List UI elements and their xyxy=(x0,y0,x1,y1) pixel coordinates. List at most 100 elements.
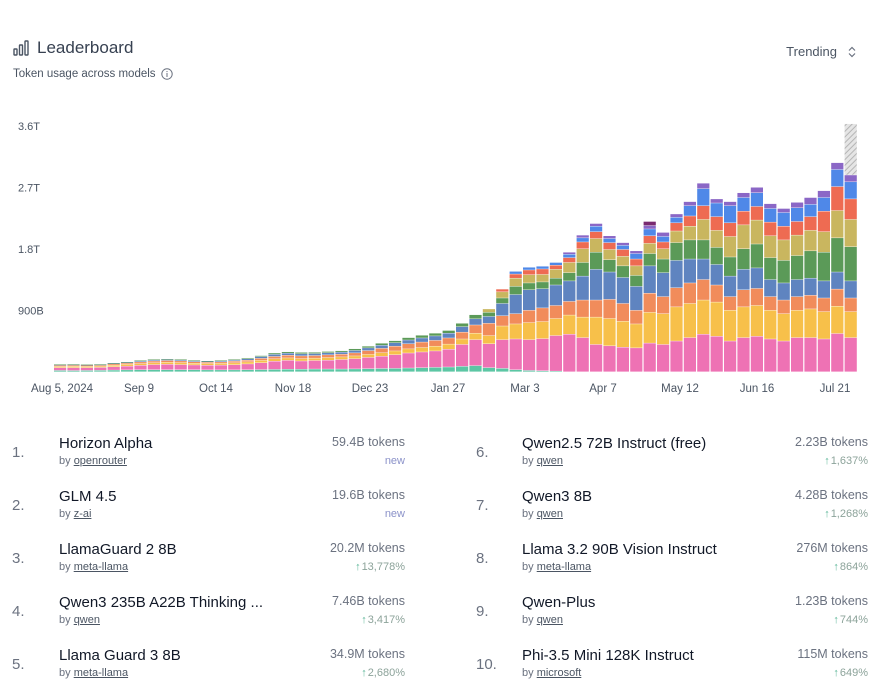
week-bar[interactable] xyxy=(308,352,321,372)
leaderboard-row[interactable]: 5. Llama Guard 3 8B by meta-llama 34.9M tok… xyxy=(0,640,420,693)
week-bar[interactable] xyxy=(549,262,562,372)
model-name-link[interactable]: Llama Guard 3 8B xyxy=(59,647,181,664)
author-link[interactable]: microsoft xyxy=(536,667,582,679)
week-bar[interactable] xyxy=(777,208,790,372)
week-bar[interactable] xyxy=(697,183,710,372)
week-bar[interactable] xyxy=(362,346,375,372)
week-bar[interactable] xyxy=(214,360,227,372)
week-bar[interactable] xyxy=(724,201,737,372)
bar-segment xyxy=(308,369,321,372)
leaderboard-row[interactable]: 4. Qwen3 235B A22B Thinking ... by qwen 7.4… xyxy=(0,587,420,640)
leaderboard-row[interactable]: 6. Qwen2.5 72B Instruct (free) by qwen 2.23… xyxy=(460,428,883,481)
week-bar[interactable] xyxy=(429,333,442,372)
model-name-link[interactable]: GLM 4.5 xyxy=(59,488,117,505)
leaderboard-row[interactable]: 3. LlamaGuard 2 8B by meta-llama 20.2M toke… xyxy=(0,534,420,587)
arrow-up-icon: ↑ xyxy=(361,667,367,679)
week-bar[interactable] xyxy=(67,364,80,372)
week-bar[interactable] xyxy=(616,242,629,372)
model-name-link[interactable]: Qwen-Plus xyxy=(522,594,596,611)
week-bar[interactable] xyxy=(603,236,616,372)
author-link[interactable]: meta-llama xyxy=(73,667,129,679)
model-name-link[interactable]: LlamaGuard 2 8B xyxy=(59,541,177,558)
week-bar[interactable] xyxy=(764,203,777,372)
week-bar[interactable] xyxy=(456,323,469,372)
week-bar[interactable] xyxy=(107,363,120,372)
week-bar[interactable] xyxy=(241,357,254,372)
model-name-link[interactable]: Llama 3.2 90B Vision Instruct xyxy=(522,541,717,558)
week-bar[interactable] xyxy=(590,223,603,372)
model-name-link[interactable]: Qwen3 8B xyxy=(522,488,593,505)
week-bar[interactable] xyxy=(389,340,402,372)
leaderboard-row[interactable]: 10. Phi-3.5 Mini 128K Instruct by microsof… xyxy=(460,640,883,693)
week-bar[interactable] xyxy=(469,314,482,372)
model-name-link[interactable]: Qwen2.5 72B Instruct (free) xyxy=(522,435,707,452)
week-bar[interactable] xyxy=(670,214,683,372)
week-bar[interactable] xyxy=(322,351,335,372)
leaderboard-row[interactable]: 2. GLM 4.5 by z-ai 19.6B tokens new xyxy=(0,481,420,534)
week-bar[interactable] xyxy=(174,359,187,372)
info-icon[interactable] xyxy=(160,68,173,80)
author-link[interactable]: qwen xyxy=(536,614,563,626)
week-bar[interactable] xyxy=(348,348,361,372)
week-bar[interactable] xyxy=(844,123,857,372)
leaderboard-row[interactable]: 1. Horizon Alpha by openrouter 59.4B tokens… xyxy=(0,428,420,481)
week-bar[interactable] xyxy=(791,202,804,372)
author-link[interactable]: qwen xyxy=(73,614,100,626)
week-bar[interactable] xyxy=(121,362,134,372)
week-bar[interactable] xyxy=(147,359,160,372)
author-link[interactable]: z-ai xyxy=(73,508,92,520)
week-bar[interactable] xyxy=(134,360,147,372)
model-name-link[interactable]: Horizon Alpha xyxy=(59,435,153,452)
author-link[interactable]: qwen xyxy=(536,455,563,467)
week-bar[interactable] xyxy=(509,271,522,372)
week-bar[interactable] xyxy=(657,232,670,372)
author-link[interactable]: meta-llama xyxy=(536,561,592,573)
week-bar[interactable] xyxy=(415,335,428,372)
author-link[interactable]: openrouter xyxy=(73,455,127,467)
leaderboard-row[interactable]: 9. Qwen-Plus by qwen 1.23B tokens ↑744% xyxy=(460,587,883,640)
week-bar[interactable] xyxy=(683,201,696,372)
week-bar[interactable] xyxy=(710,199,723,372)
trending-dropdown[interactable]: Trending xyxy=(786,44,857,59)
token-count: 19.6B tokens xyxy=(332,488,405,502)
week-bar[interactable] xyxy=(831,162,844,372)
bar-segment xyxy=(188,365,201,370)
week-bar[interactable] xyxy=(161,359,174,372)
week-bar[interactable] xyxy=(295,352,308,372)
week-bar[interactable] xyxy=(255,355,268,372)
model-name-link[interactable]: Qwen3 235B A22B Thinking ... xyxy=(59,594,264,611)
week-bar[interactable] xyxy=(563,252,576,372)
x-tick-label: May 12 xyxy=(661,383,699,395)
week-bar[interactable] xyxy=(482,309,495,372)
leaderboard-row[interactable]: 8. Llama 3.2 90B Vision Instruct by meta-l… xyxy=(460,534,883,587)
week-bar[interactable] xyxy=(54,364,67,372)
week-bar[interactable] xyxy=(201,361,214,372)
week-bar[interactable] xyxy=(523,267,536,372)
week-bar[interactable] xyxy=(188,360,201,372)
week-bar[interactable] xyxy=(804,197,817,372)
week-bar[interactable] xyxy=(750,187,763,372)
week-bar[interactable] xyxy=(643,221,656,372)
week-bar[interactable] xyxy=(375,343,388,372)
week-bar[interactable] xyxy=(576,235,589,372)
week-bar[interactable] xyxy=(630,251,643,372)
week-bar[interactable] xyxy=(228,359,241,372)
week-bar[interactable] xyxy=(281,351,294,372)
bar-segment xyxy=(791,279,804,297)
week-bar[interactable] xyxy=(335,350,348,372)
author-link[interactable]: qwen xyxy=(536,508,563,520)
week-bar[interactable] xyxy=(442,330,455,372)
author-link[interactable]: meta-llama xyxy=(73,561,129,573)
week-bar[interactable] xyxy=(402,337,415,372)
week-bar[interactable] xyxy=(268,353,281,372)
week-bar[interactable] xyxy=(737,192,750,372)
leaderboard-row[interactable]: 7. Qwen3 8B by qwen 4.28B tokens ↑1,268% xyxy=(460,481,883,534)
token-usage-chart: 900B 1.8T 2.7T 3.6T Aug 5, 2024 Sep 9 Oct 14 N… xyxy=(18,121,857,395)
week-bar[interactable] xyxy=(94,364,107,372)
bar-segment xyxy=(536,338,549,371)
model-name-link[interactable]: Phi-3.5 Mini 128K Instruct xyxy=(522,647,694,664)
week-bar[interactable] xyxy=(536,266,549,372)
week-bar[interactable] xyxy=(817,190,830,372)
week-bar[interactable] xyxy=(496,289,509,372)
week-bar[interactable] xyxy=(80,364,93,372)
